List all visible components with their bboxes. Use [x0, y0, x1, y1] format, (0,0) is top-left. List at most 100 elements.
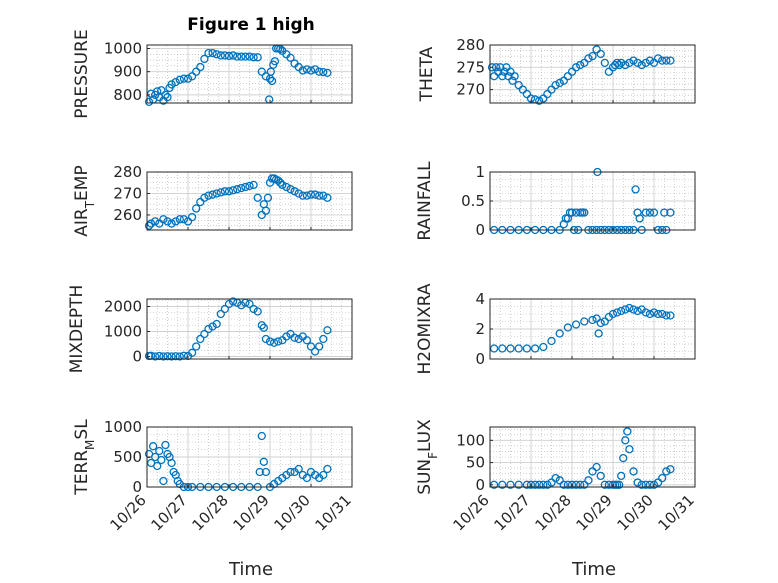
- y-tick-label: 0.5: [461, 192, 485, 210]
- data-point: [514, 344, 523, 353]
- data-point: [526, 480, 536, 489]
- figure-title: Figure 1 high: [187, 15, 315, 35]
- data-point: [649, 308, 659, 317]
- data-point: [306, 190, 316, 199]
- data-point: [261, 72, 271, 81]
- data-point: [249, 180, 258, 190]
- data-point: [487, 63, 497, 72]
- data-point: [167, 352, 176, 361]
- data-point: [179, 74, 189, 83]
- data-point: [200, 54, 209, 64]
- axes-box: [489, 44, 696, 104]
- data-point: [547, 336, 556, 346]
- y-tick-label: 0: [132, 348, 142, 366]
- y-tick-label: 275: [456, 58, 485, 76]
- data-point: [302, 191, 312, 200]
- data-point: [594, 329, 603, 338]
- data-point: [302, 473, 312, 483]
- data-point: [274, 337, 283, 346]
- data-point: [637, 60, 646, 70]
- subplot-rainfall: 0 0.5 1 RAINFALL: [415, 161, 696, 241]
- data-point: [621, 436, 630, 445]
- data-point: [653, 54, 663, 63]
- data-point: [637, 480, 646, 489]
- data-point: [498, 480, 507, 489]
- axes-box: [146, 171, 353, 231]
- data-point: [662, 311, 671, 320]
- subplot-mixdepth: 0 1000 2000 MIXDEPTH: [67, 285, 353, 373]
- data-point: [506, 67, 515, 76]
- data-point: [196, 334, 205, 344]
- data-point: [580, 58, 589, 67]
- y-tick-label: 500: [113, 448, 142, 466]
- data-point: [306, 66, 316, 75]
- data-point: [623, 427, 632, 436]
- data-point: [629, 467, 638, 476]
- y-tick-label: 260: [113, 206, 142, 224]
- data-point: [310, 190, 320, 199]
- data-point: [653, 309, 663, 319]
- data-point: [159, 215, 168, 224]
- data-point: [645, 480, 655, 489]
- data-point: [596, 318, 605, 328]
- plot-area: [490, 45, 695, 103]
- data-point: [631, 185, 640, 194]
- data-point: [588, 467, 597, 476]
- data-point: [502, 63, 511, 72]
- data-point: [179, 215, 189, 224]
- y-tick-label: 0: [132, 478, 142, 496]
- data-point: [302, 336, 312, 345]
- data-point: [617, 471, 626, 481]
- data-point: [625, 303, 634, 313]
- y-tick-label: 0: [475, 221, 485, 239]
- data-point: [619, 453, 628, 463]
- y-tick-label: 100: [456, 431, 485, 449]
- data-point: [146, 219, 156, 228]
- data-point: [653, 478, 663, 487]
- data-point: [290, 333, 299, 342]
- data-point: [261, 334, 271, 344]
- data-point: [625, 445, 634, 454]
- data-point: [658, 56, 667, 65]
- data-point: [259, 323, 269, 332]
- data-point: [615, 480, 624, 489]
- y-axis-label: RAINFALL: [415, 161, 435, 241]
- data-point: [151, 352, 160, 361]
- y-tick-label: 280: [113, 163, 142, 181]
- data-point: [576, 60, 585, 70]
- data-point: [187, 348, 197, 357]
- data-point: [175, 352, 184, 361]
- data-point: [641, 208, 650, 217]
- data-point: [148, 442, 158, 451]
- data-point: [658, 309, 667, 319]
- data-point: [228, 51, 238, 60]
- data-point: [555, 78, 564, 88]
- data-point: [204, 324, 213, 334]
- data-point: [220, 51, 230, 60]
- data-point: [498, 72, 507, 81]
- data-point: [666, 208, 675, 217]
- data-point: [658, 473, 667, 483]
- data-point: [245, 299, 254, 309]
- data-point: [266, 67, 275, 76]
- data-point: [621, 60, 630, 70]
- data-point: [323, 464, 332, 474]
- data-point: [604, 480, 614, 489]
- data-point: [592, 314, 601, 323]
- data-point: [245, 181, 254, 191]
- data-point: [629, 56, 638, 65]
- data-point: [612, 58, 622, 67]
- data-point: [567, 67, 577, 76]
- data-point: [161, 90, 170, 100]
- data-point: [559, 480, 568, 489]
- data-point: [175, 75, 184, 84]
- data-point: [522, 344, 532, 353]
- y-tick-label: 0: [475, 350, 485, 368]
- data-point: [155, 219, 164, 228]
- axes-box: [489, 426, 696, 488]
- data-point: [167, 458, 176, 468]
- data-point: [171, 352, 180, 361]
- data-point: [196, 62, 205, 72]
- data-point: [535, 96, 544, 105]
